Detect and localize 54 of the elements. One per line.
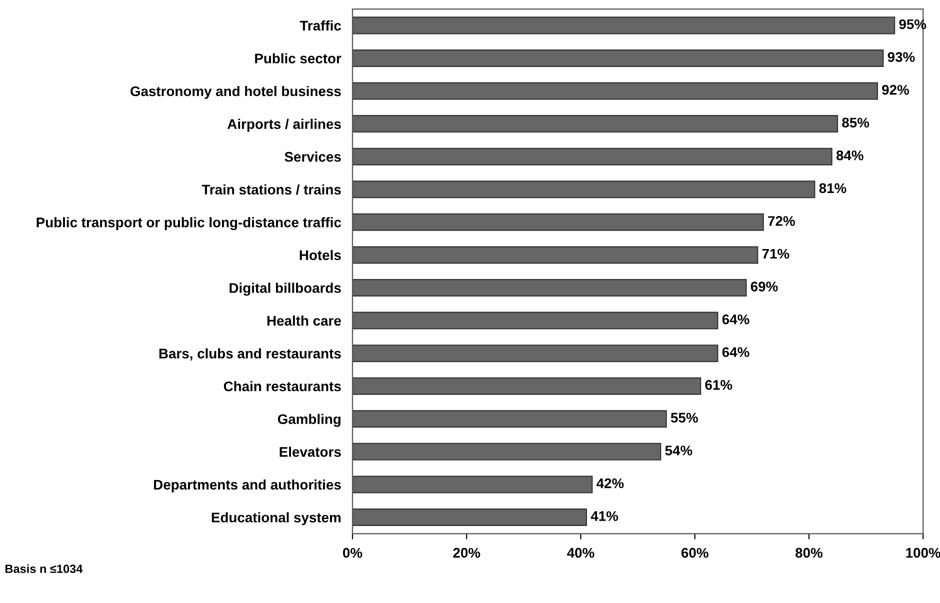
y-tick-label: Public transport or public long-distance traffic (36, 217, 342, 230)
y-tick-label: Services (284, 152, 341, 162)
data-label: 61% (705, 380, 732, 390)
y-tick-label: Departments and authorities (154, 479, 341, 492)
data-label: 85% (842, 118, 870, 128)
y-tick-label: Educational system (212, 512, 341, 526)
y-tick-label: Elevators (280, 446, 341, 457)
x-tick-label: 40% (567, 548, 594, 558)
y-tick-label: Airports / airlines (228, 118, 341, 132)
y-tick-label: Hotels (300, 250, 341, 260)
y-tick-label: Public sector (255, 53, 342, 64)
y-tick-label: Traffic (300, 20, 341, 31)
data-label: 54% (665, 446, 692, 456)
bar (352, 246, 758, 264)
bar (352, 148, 832, 166)
data-label: 93% (888, 52, 915, 62)
text: Basis n ≤1034 (5, 564, 83, 574)
bar (352, 115, 838, 133)
y-tick-label: Digital billboards (230, 282, 341, 296)
x-tick-label: 60% (681, 548, 708, 558)
y-tick-label: Bars, clubs and restaurants (159, 348, 341, 361)
bar (352, 476, 593, 494)
x-tick-label: 100% (906, 548, 940, 558)
data-label: 64% (722, 314, 750, 324)
bar (352, 312, 718, 330)
bar (352, 278, 747, 296)
data-label: 64% (722, 347, 750, 358)
x-tick-label: 80% (796, 548, 822, 558)
bar (352, 180, 816, 198)
data-label: 92% (882, 84, 910, 95)
data-label: 42% (596, 478, 624, 488)
bar (352, 410, 667, 428)
bar (352, 344, 718, 362)
bar (352, 16, 896, 34)
y-tick-label: Chain restaurants (224, 381, 341, 392)
data-label: 41% (590, 511, 618, 521)
y-tick-label: Gastronomy and hotel business (130, 86, 341, 99)
bar (352, 442, 662, 460)
data-label: 71% (762, 248, 790, 259)
y-tick-label: Gambling (278, 414, 340, 427)
data-label: 84% (836, 150, 864, 160)
bar (352, 508, 587, 526)
y-tick-label: Health care (267, 316, 341, 326)
x-tick-label: 20% (453, 548, 480, 558)
bar (352, 82, 878, 100)
data-label: 69% (750, 282, 778, 292)
bar (352, 377, 702, 395)
y-tick-label: Train stations / trains (202, 184, 341, 195)
data-label: 81% (819, 183, 846, 194)
data-label: 55% (670, 412, 698, 423)
x-tick-label: 0% (343, 548, 362, 558)
data-label: 72% (768, 216, 795, 226)
bar (352, 49, 884, 67)
bar (352, 213, 764, 231)
